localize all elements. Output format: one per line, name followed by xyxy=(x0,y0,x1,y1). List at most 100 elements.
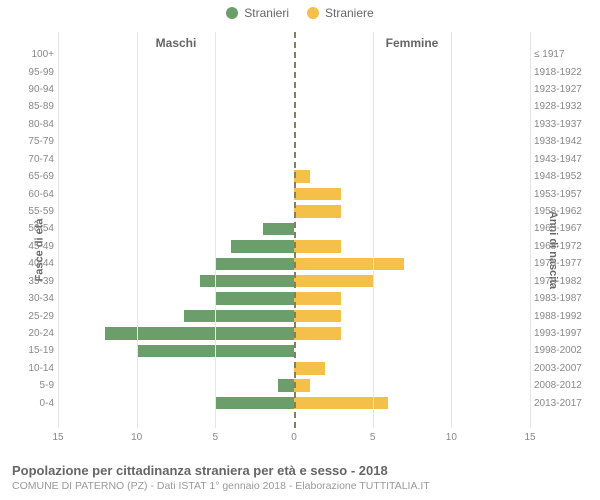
birth-year-label: 1973-1977 xyxy=(534,258,596,269)
male-bar-wrap xyxy=(58,205,294,218)
gridline xyxy=(215,32,216,428)
age-label: 10-14 xyxy=(12,363,54,374)
female-bar-wrap xyxy=(294,362,530,375)
gridline xyxy=(137,32,138,428)
male-bar-wrap xyxy=(58,327,294,340)
male-bar-wrap xyxy=(58,118,294,131)
male-bar-wrap xyxy=(58,362,294,375)
age-label: 45-49 xyxy=(12,241,54,252)
age-label: 40-44 xyxy=(12,258,54,269)
male-bar-wrap xyxy=(58,240,294,253)
male-bar xyxy=(263,223,294,236)
chart-subtitle: COMUNE DI PATERNO (PZ) - Dati ISTAT 1° g… xyxy=(12,480,588,492)
age-label: 50-54 xyxy=(12,223,54,234)
x-tick: 5 xyxy=(370,432,376,443)
x-tick: 0 xyxy=(291,432,297,443)
male-bar xyxy=(278,379,294,392)
birth-year-label: 2003-2007 xyxy=(534,363,596,374)
birth-year-label: 2013-2017 xyxy=(534,398,596,409)
female-bar xyxy=(294,170,310,183)
female-bar-wrap xyxy=(294,153,530,166)
female-bar xyxy=(294,362,325,375)
birth-year-label: 1958-1962 xyxy=(534,206,596,217)
chart-title: Popolazione per cittadinanza straniera p… xyxy=(12,463,588,478)
male-bar-wrap xyxy=(58,397,294,410)
male-bar xyxy=(200,275,294,288)
birth-year-label: 1948-1952 xyxy=(534,171,596,182)
female-bar-wrap xyxy=(294,223,530,236)
male-bar-wrap xyxy=(58,48,294,61)
female-bar-wrap xyxy=(294,292,530,305)
male-bar-wrap xyxy=(58,101,294,114)
birth-year-label: 1988-1992 xyxy=(534,311,596,322)
male-bar xyxy=(215,397,294,410)
x-axis: 15105051015 xyxy=(58,432,530,446)
legend-swatch-male xyxy=(226,7,238,19)
x-tick: 10 xyxy=(446,432,457,443)
x-tick: 10 xyxy=(131,432,142,443)
age-label: 35-39 xyxy=(12,276,54,287)
male-bar xyxy=(231,240,294,253)
age-label: 70-74 xyxy=(12,154,54,165)
birth-year-label: 1943-1947 xyxy=(534,154,596,165)
age-label: 75-79 xyxy=(12,136,54,147)
gridline xyxy=(451,32,452,428)
age-label: 95-99 xyxy=(12,67,54,78)
male-bar-wrap xyxy=(58,153,294,166)
birth-year-label: 1938-1942 xyxy=(534,136,596,147)
birth-year-label: ≤ 1917 xyxy=(534,49,596,60)
female-bar-wrap xyxy=(294,83,530,96)
birth-year-label: 1983-1987 xyxy=(534,293,596,304)
age-label: 80-84 xyxy=(12,119,54,130)
male-bar-wrap xyxy=(58,310,294,323)
age-label: 100+ xyxy=(12,49,54,60)
female-bar-wrap xyxy=(294,66,530,79)
birth-year-label: 1963-1967 xyxy=(534,223,596,234)
age-label: 65-69 xyxy=(12,171,54,182)
male-bar-wrap xyxy=(58,258,294,271)
birth-year-label: 1978-1982 xyxy=(534,276,596,287)
birth-year-label: 1928-1932 xyxy=(534,101,596,112)
age-label: 55-59 xyxy=(12,206,54,217)
female-bar xyxy=(294,379,310,392)
female-bar-wrap xyxy=(294,327,530,340)
legend-swatch-female xyxy=(307,7,319,19)
female-bar-wrap xyxy=(294,310,530,323)
female-bar-wrap xyxy=(294,240,530,253)
legend: Stranieri Straniere xyxy=(0,0,600,20)
female-bar xyxy=(294,310,341,323)
age-label: 0-4 xyxy=(12,398,54,409)
x-tick: 15 xyxy=(52,432,63,443)
birth-year-label: 1953-1957 xyxy=(534,189,596,200)
x-tick: 15 xyxy=(524,432,535,443)
gridline xyxy=(58,32,59,428)
female-bar-wrap xyxy=(294,170,530,183)
female-bar-wrap xyxy=(294,205,530,218)
birth-year-label: 1923-1927 xyxy=(534,84,596,95)
female-bar xyxy=(294,292,341,305)
male-bar-wrap xyxy=(58,223,294,236)
female-bar xyxy=(294,205,341,218)
male-bar-wrap xyxy=(58,66,294,79)
plot-area: 100+≤ 191795-991918-192290-941923-192785… xyxy=(58,32,530,428)
female-bar-wrap xyxy=(294,397,530,410)
female-bar-wrap xyxy=(294,118,530,131)
caption: Popolazione per cittadinanza straniera p… xyxy=(12,463,588,492)
gridline xyxy=(530,32,531,428)
birth-year-label: 1968-1972 xyxy=(534,241,596,252)
female-bar-wrap xyxy=(294,48,530,61)
male-bar xyxy=(215,258,294,271)
age-label: 30-34 xyxy=(12,293,54,304)
female-bar-wrap xyxy=(294,101,530,114)
center-divider xyxy=(294,32,296,428)
female-bar xyxy=(294,327,341,340)
age-label: 20-24 xyxy=(12,328,54,339)
male-bar-wrap xyxy=(58,379,294,392)
age-label: 60-64 xyxy=(12,189,54,200)
female-bar xyxy=(294,188,341,201)
male-bar xyxy=(184,310,294,323)
age-label: 25-29 xyxy=(12,311,54,322)
legend-label-male: Stranieri xyxy=(244,6,289,20)
male-bar-wrap xyxy=(58,292,294,305)
male-bar-wrap xyxy=(58,275,294,288)
